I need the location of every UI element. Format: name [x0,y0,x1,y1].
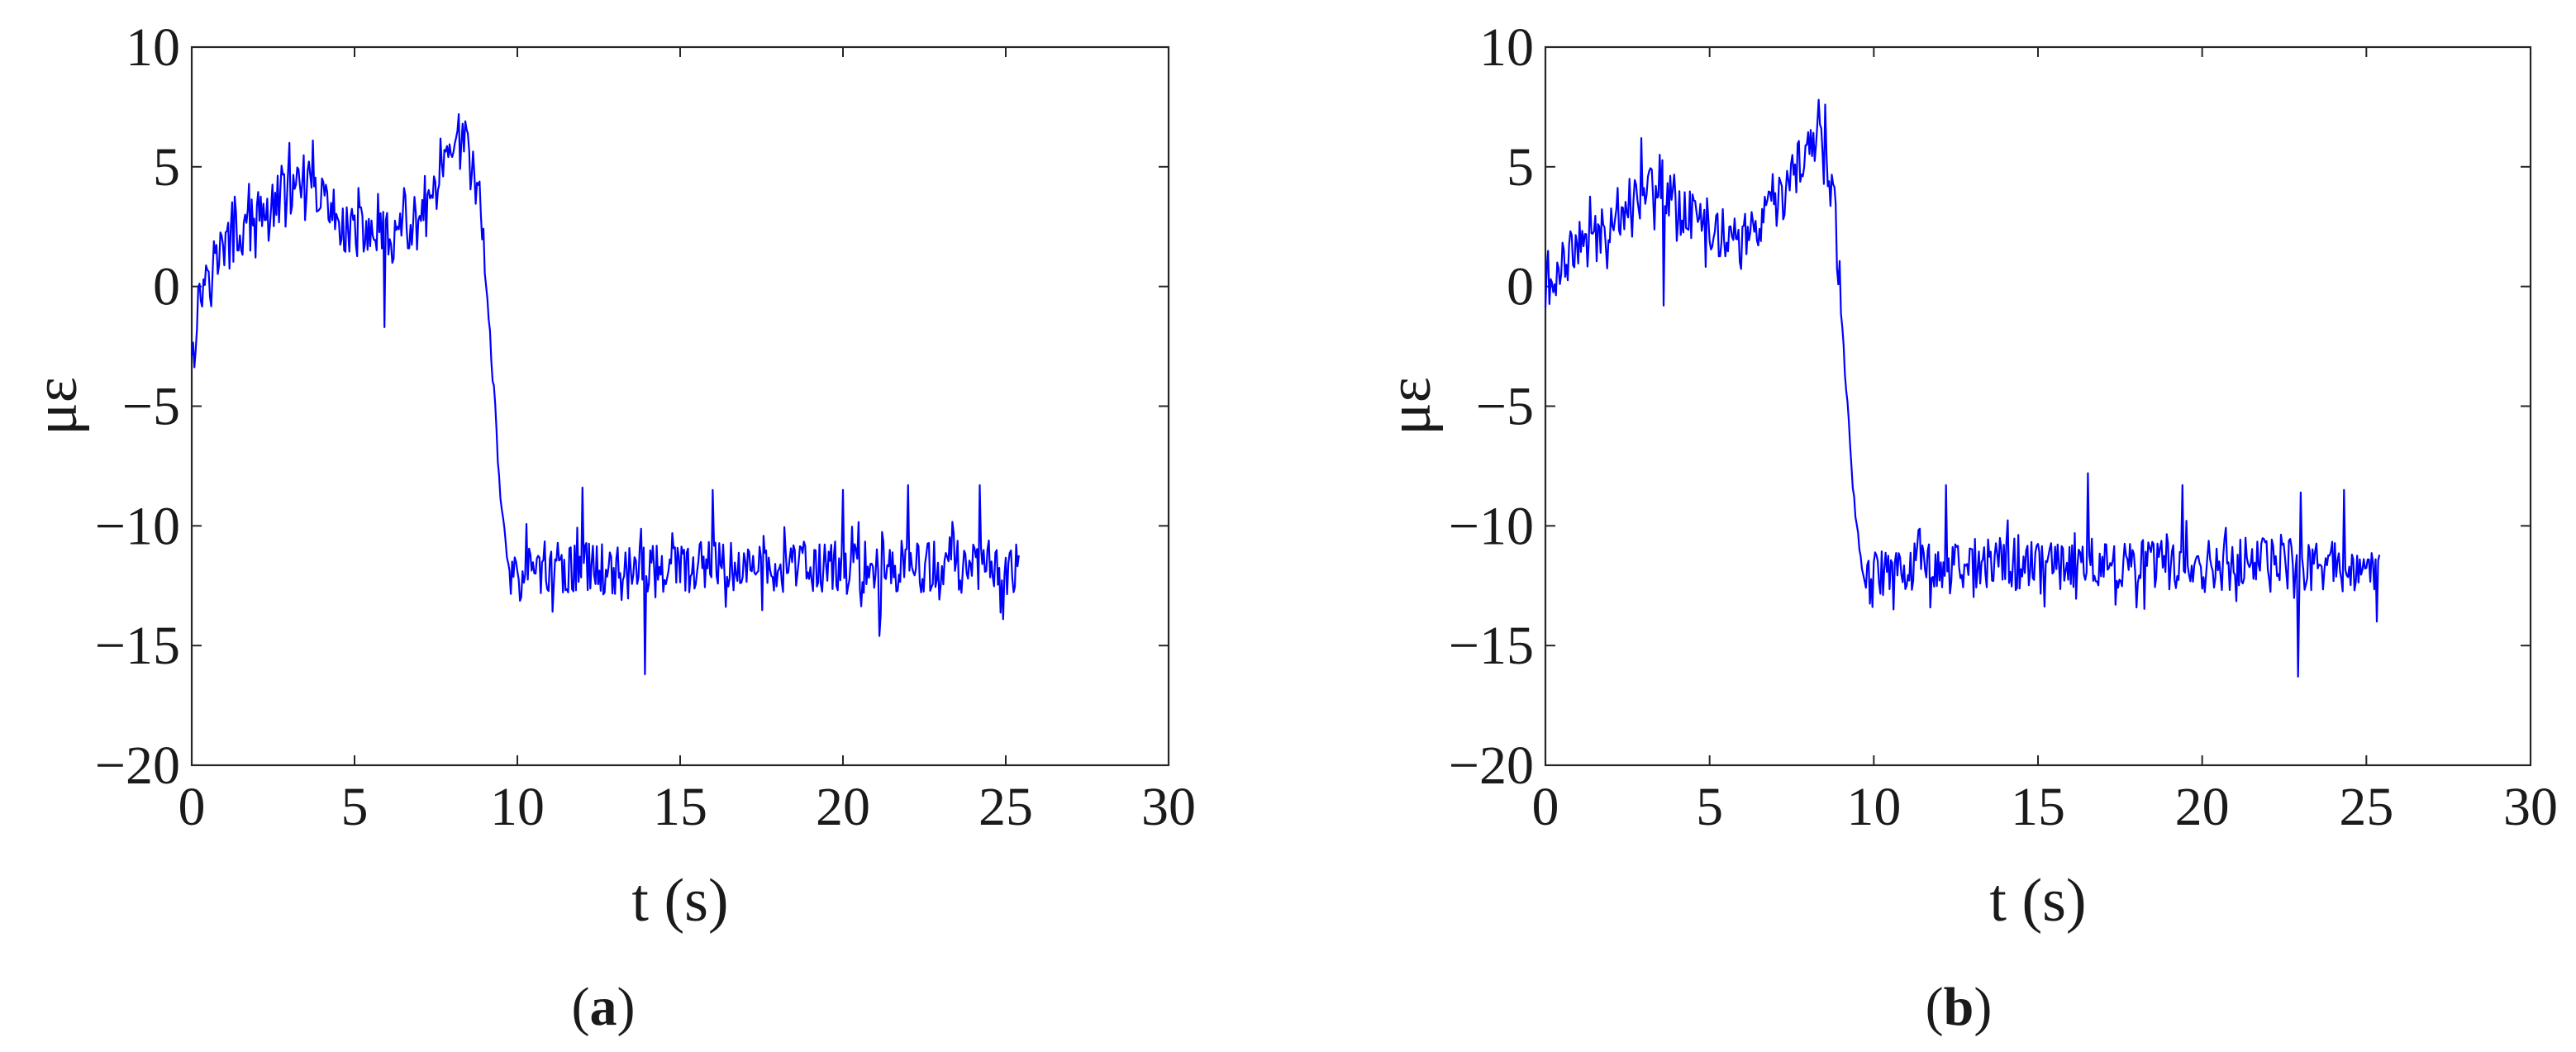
chart-panel-a: 0 5 10 15 20 25 30 −20 −15 −10 −5 0 5 10 t (s) με (a) [22,17,1196,1037]
x-tick-label: 15 [653,777,707,837]
x-tick-label: 20 [2175,777,2230,837]
x-tick-label: 5 [1696,777,1723,837]
x-tick-label: 25 [2339,777,2393,837]
y-tick-label: −10 [95,496,180,556]
y-tick-label: −5 [1476,377,1534,437]
chart-panel-b: 0 5 10 15 20 25 30 −20 −15 −10 −5 0 5 10 t (s) με (b) [1376,17,2558,1037]
x-tick-label: 25 [978,777,1033,837]
y-tick-label: −5 [122,377,180,437]
x-axis-label: t (s) [1989,867,2086,935]
x-tick-label: 5 [341,777,369,837]
y-tick-label: −20 [1449,735,1534,796]
y-tick-label: −20 [95,735,180,796]
x-tick-label: 20 [816,777,870,837]
x-tick-label: 30 [1141,777,1196,837]
x-tick-label: 10 [1846,777,1901,837]
y-tick-label: 10 [126,17,180,78]
y-tick-label: 10 [1479,17,1534,78]
x-tick-label: 0 [179,777,206,837]
x-tick-label: 0 [1532,777,1559,837]
plot-area [190,45,1170,767]
y-axis-label: με [1376,377,1444,436]
y-tick-label: 5 [1507,137,1534,198]
series-line [190,113,1020,676]
panel-caption: (a) [572,977,636,1037]
x-axis-label: t (s) [631,867,728,935]
x-tick-label: 15 [2011,777,2065,837]
y-tick-label: 0 [1507,257,1534,317]
x-tick-label: 30 [2503,777,2558,837]
caption-letter: a [590,977,617,1037]
y-tick-label: −15 [1449,616,1534,676]
y-axis-label: με [22,377,90,436]
caption-letter: b [1944,977,1974,1037]
x-tick-label: 10 [490,777,545,837]
plot-area [1544,45,2532,767]
y-tick-label: 0 [153,257,180,317]
y-tick-label: −10 [1449,496,1534,556]
y-tick-label: 5 [153,137,180,198]
y-tick-label: −15 [95,616,180,676]
panel-caption: (b) [1926,977,1993,1037]
series-line [1544,98,2381,678]
